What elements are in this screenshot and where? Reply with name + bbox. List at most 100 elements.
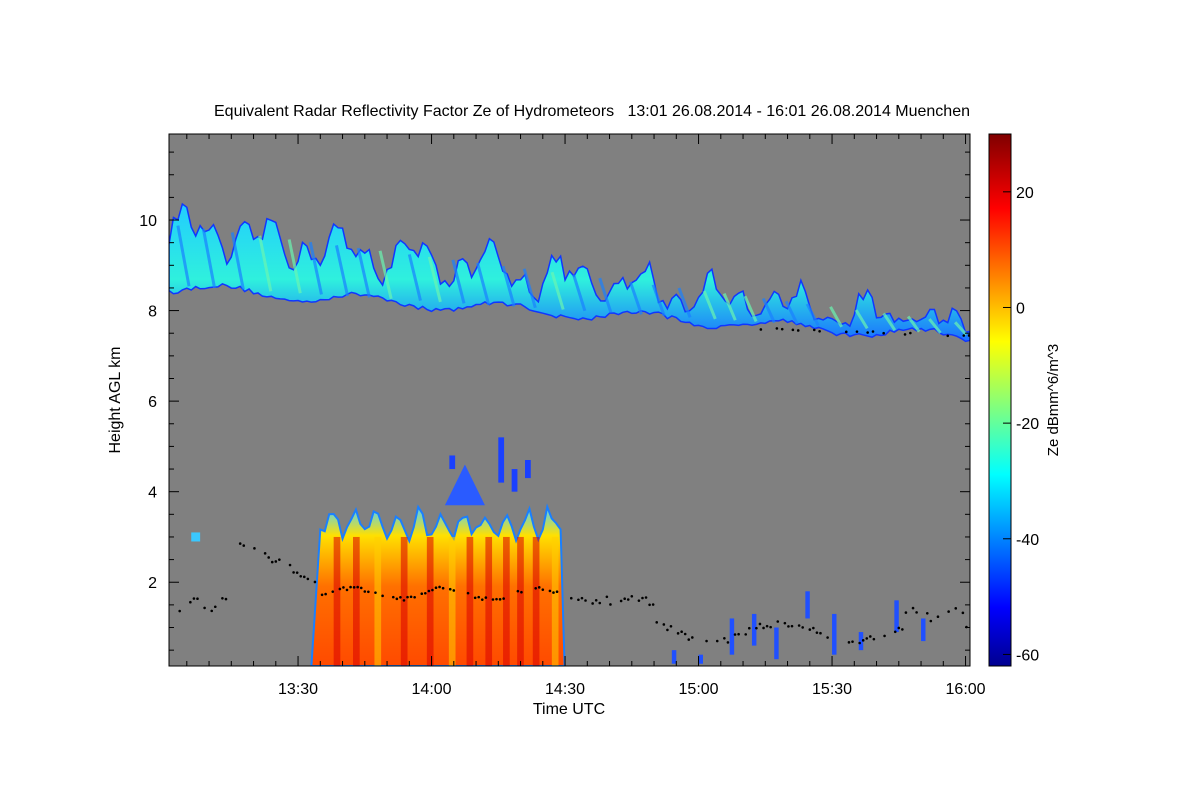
cloud-base-dot bbox=[359, 586, 363, 590]
y-axis: 2 4 6 8 10 bbox=[139, 151, 970, 651]
precip-stripe bbox=[426, 536, 434, 666]
cloud-base-dot bbox=[866, 331, 869, 334]
cloud-base-dot bbox=[641, 596, 644, 600]
cloud-base-dot bbox=[915, 611, 918, 614]
cloud-base-dot bbox=[812, 328, 816, 332]
precip-stripe bbox=[532, 536, 540, 666]
cloud-base-dot bbox=[623, 597, 626, 601]
cloud-base-dot bbox=[552, 591, 555, 594]
cloud-base-dot bbox=[882, 331, 885, 335]
cloud-base-dot bbox=[274, 560, 278, 563]
weak-echo bbox=[698, 654, 703, 664]
cirrus-streak bbox=[829, 306, 843, 328]
cloud-base-dot bbox=[961, 611, 965, 615]
isolated-echo bbox=[511, 469, 518, 492]
cloud-base-dot bbox=[865, 637, 869, 640]
cloud-base-dot bbox=[655, 621, 659, 624]
cloud-base-dot bbox=[537, 586, 541, 589]
cloud-base-dot bbox=[903, 333, 907, 336]
cirrus-streak bbox=[572, 274, 587, 312]
cloud-base-dot bbox=[758, 622, 762, 626]
cloud-base-dot bbox=[363, 590, 367, 593]
precip-stripe bbox=[448, 536, 456, 666]
cloud-base-dot bbox=[213, 605, 217, 609]
cloud-base-dot bbox=[925, 612, 929, 615]
cloud-base-dot bbox=[374, 591, 377, 594]
colorbar-gradient bbox=[988, 133, 1012, 667]
cloud-base-dot bbox=[851, 640, 854, 643]
cloud-base-dot bbox=[775, 327, 779, 330]
cloud-base-dot bbox=[299, 574, 303, 578]
weak-echo bbox=[751, 613, 757, 646]
cloud-base-dot bbox=[402, 599, 406, 602]
cloud-base-dot bbox=[787, 625, 790, 628]
plot-frame bbox=[168, 133, 971, 667]
precip-stripe bbox=[466, 536, 474, 666]
cloud-base-dot bbox=[431, 588, 434, 592]
colorbar-tick-label: 0 bbox=[1016, 300, 1025, 317]
cloud-base-dot bbox=[324, 592, 327, 596]
cirrus-streak bbox=[702, 290, 717, 320]
cloud-base-dot bbox=[203, 606, 206, 610]
cirrus-streak bbox=[628, 281, 643, 315]
cloud-base-dot bbox=[626, 598, 630, 601]
cloud-base-dot bbox=[783, 621, 787, 625]
y-tick-label: 4 bbox=[148, 485, 157, 502]
cirrus-streak bbox=[906, 315, 921, 333]
cloud-base-dot bbox=[946, 334, 950, 338]
cloud-base-dot bbox=[267, 556, 270, 559]
cirrus-streak bbox=[476, 262, 491, 306]
cloud-base-dot bbox=[819, 631, 822, 635]
cloud-base-dot bbox=[812, 626, 815, 630]
cloud-base-dot bbox=[338, 587, 342, 591]
cloud-base-dot bbox=[345, 588, 349, 592]
cirrus-streak bbox=[201, 228, 216, 289]
precip-stripe bbox=[333, 536, 341, 666]
cloud-base-dot bbox=[897, 626, 901, 630]
isolated-echo bbox=[525, 459, 531, 479]
cirrus-streak bbox=[407, 254, 422, 301]
cloud-base-dot bbox=[791, 328, 795, 332]
cloud-base-dot bbox=[619, 599, 623, 603]
weak-echo bbox=[832, 613, 837, 655]
precip-stripe bbox=[485, 536, 493, 666]
colorbar-tick-label: 20 bbox=[1016, 185, 1034, 202]
colorbar-tick-label: -60 bbox=[1016, 647, 1039, 664]
cloud-base-dot bbox=[541, 588, 545, 591]
cloud-base-dot bbox=[221, 596, 224, 600]
cloud-base-dot bbox=[555, 590, 559, 593]
cloud-base-dot bbox=[516, 589, 520, 593]
cirrus-streak bbox=[287, 239, 302, 294]
cloud-base-dot bbox=[413, 595, 416, 599]
precip-stripe bbox=[353, 536, 360, 666]
cloud-base-dot bbox=[676, 632, 680, 635]
cloud-base-dot bbox=[270, 560, 274, 564]
cloud-base-dot bbox=[871, 330, 875, 333]
cloud-base-dot bbox=[409, 595, 413, 599]
cirrus-streak bbox=[356, 247, 371, 298]
cloud-base-dot bbox=[420, 592, 424, 596]
cloud-base-dot bbox=[591, 602, 594, 605]
y-tick-label: 10 bbox=[139, 213, 157, 230]
plot-area bbox=[168, 133, 971, 667]
cloud-base-dot bbox=[858, 641, 861, 645]
cloud-base-dot bbox=[936, 615, 940, 619]
weak-echo bbox=[671, 650, 677, 664]
cloud-base-dot bbox=[313, 580, 317, 584]
cloud-base-dot bbox=[818, 329, 821, 333]
cirrus-streak bbox=[230, 232, 245, 290]
cloud-base-dot bbox=[769, 625, 772, 629]
cloud-base-dot bbox=[349, 585, 352, 589]
cirrus-streak bbox=[761, 297, 776, 324]
cloud-base-dot bbox=[662, 623, 666, 626]
cloud-base-dot bbox=[242, 544, 246, 547]
cloud-base-dot bbox=[861, 639, 865, 642]
cloud-base-dot bbox=[872, 637, 876, 641]
cloud-base-dot bbox=[292, 571, 295, 574]
feature-weak-low-echoes bbox=[191, 532, 926, 664]
plot-background bbox=[169, 134, 970, 666]
weak-echo bbox=[774, 627, 779, 660]
cloud-base-dot bbox=[747, 626, 751, 630]
feature-precipitation-shaft bbox=[310, 503, 566, 666]
x-tick-label: 14:30 bbox=[545, 681, 585, 698]
